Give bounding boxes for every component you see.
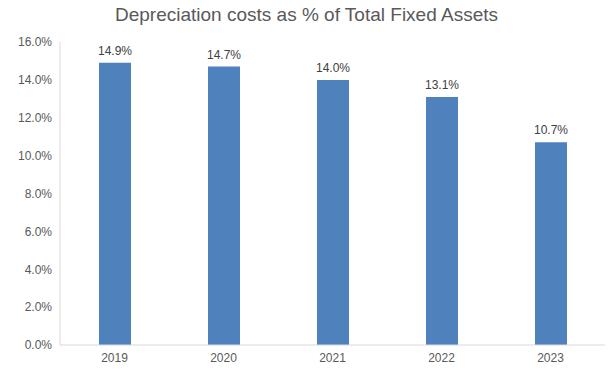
- svg-text:2.0%: 2.0%: [25, 300, 53, 314]
- svg-text:12.0%: 12.0%: [18, 111, 52, 125]
- svg-text:0.0%: 0.0%: [25, 338, 53, 352]
- svg-text:2022: 2022: [428, 351, 455, 365]
- svg-text:8.0%: 8.0%: [25, 187, 53, 201]
- svg-text:14.0%: 14.0%: [316, 61, 350, 75]
- svg-text:6.0%: 6.0%: [25, 225, 53, 239]
- svg-text:16.0%: 16.0%: [18, 35, 52, 49]
- svg-text:14.7%: 14.7%: [207, 48, 241, 62]
- svg-text:2019: 2019: [101, 351, 128, 365]
- svg-text:14.9%: 14.9%: [98, 44, 132, 58]
- svg-text:2020: 2020: [210, 351, 237, 365]
- html-text:Depreciation costs as % of Tot: Depreciation costs as % of Total Fixed A…: [115, 4, 498, 25]
- svg-text:13.1%: 13.1%: [425, 78, 459, 92]
- svg-text:10.7%: 10.7%: [534, 123, 568, 137]
- svg-text:2021: 2021: [319, 351, 346, 365]
- svg-text:2023: 2023: [537, 351, 564, 365]
- svg-text:4.0%: 4.0%: [25, 263, 53, 277]
- svg-text:10.0%: 10.0%: [18, 149, 52, 163]
- svg-text:14.0%: 14.0%: [18, 73, 52, 87]
